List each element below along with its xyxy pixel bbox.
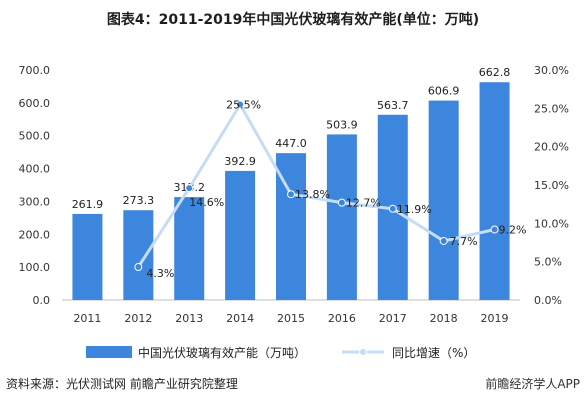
- right-tick-label: 5.0%: [534, 256, 562, 269]
- x-tick-label: 2019: [481, 312, 509, 325]
- growth-value-label: 13.8%: [295, 188, 330, 201]
- bar: [326, 134, 357, 300]
- legend-bar-swatch: [86, 346, 132, 358]
- growth-line: [137, 103, 495, 268]
- left-tick-label: 300.0: [19, 195, 51, 208]
- left-tick-label: 200.0: [19, 228, 51, 241]
- growth-point: [185, 184, 194, 193]
- growth-value-label: 14.6%: [189, 196, 224, 209]
- bar-value-label: 447.0: [275, 137, 307, 150]
- bar-value-label: 563.7: [377, 99, 409, 112]
- right-tick-label: 0.0%: [534, 294, 562, 307]
- legend-line-marker: [359, 348, 367, 356]
- bar: [123, 210, 154, 300]
- brand-watermark: 前瞻经济学人APP: [485, 377, 580, 391]
- legend-line-label: 同比增速（%）: [392, 346, 475, 360]
- right-tick-label: 30.0%: [534, 64, 569, 77]
- growth-value-label: 9.2%: [499, 223, 527, 236]
- left-tick-label: 100.0: [19, 261, 51, 274]
- left-tick-label: 700.0: [19, 64, 51, 77]
- x-tick-label: 2014: [226, 312, 254, 325]
- bar-value-label: 503.9: [326, 118, 358, 131]
- bar-value-label: 606.9: [428, 85, 460, 98]
- growth-value-label: 4.3%: [146, 267, 174, 280]
- bar: [428, 100, 459, 300]
- left-tick-label: 0.0: [33, 294, 51, 307]
- x-tick-label: 2018: [430, 312, 458, 325]
- x-tick-label: 2015: [277, 312, 305, 325]
- growth-point: [490, 225, 499, 234]
- left-tick-label: 600.0: [19, 97, 51, 110]
- left-tick-label: 500.0: [19, 130, 51, 143]
- bar: [174, 197, 205, 300]
- growth-value-label: 7.7%: [450, 235, 478, 248]
- growth-value-label: 25.5%: [226, 99, 261, 112]
- growth-value-label: 11.9%: [397, 203, 432, 216]
- bar: [225, 170, 256, 300]
- legend-bar-label: 中国光伏玻璃有效产能（万吨）: [138, 345, 306, 360]
- bar-value-label: 392.9: [224, 155, 256, 168]
- x-tick-label: 2013: [175, 312, 203, 325]
- growth-point: [236, 100, 245, 109]
- growth-value-label: 12.7%: [346, 197, 381, 210]
- growth-point: [439, 236, 448, 245]
- left-tick-label: 400.0: [19, 163, 51, 176]
- growth-point: [388, 204, 397, 213]
- chart-title: 图表4：2011-2019年中国光伏玻璃有效产能(单位：万吨): [106, 12, 480, 28]
- x-tick-label: 2011: [73, 312, 101, 325]
- right-tick-label: 10.0%: [534, 217, 569, 230]
- x-tick-label: 2016: [328, 312, 356, 325]
- source-note: 资料来源：光伏测试网 前瞻产业研究院整理: [6, 377, 238, 391]
- growth-point: [134, 263, 143, 272]
- right-tick-label: 15.0%: [534, 179, 569, 192]
- x-tick-label: 2012: [124, 312, 152, 325]
- right-tick-label: 20.0%: [534, 141, 569, 154]
- bar-value-label: 273.3: [123, 194, 155, 207]
- bar-value-label: 261.9: [72, 198, 104, 211]
- bar-value-label: 662.8: [479, 66, 511, 79]
- x-tick-label: 2017: [379, 312, 407, 325]
- right-tick-label: 25.0%: [534, 102, 569, 115]
- growth-point: [337, 198, 346, 207]
- bar: [479, 82, 510, 300]
- growth-point: [287, 190, 295, 199]
- bar: [72, 213, 103, 300]
